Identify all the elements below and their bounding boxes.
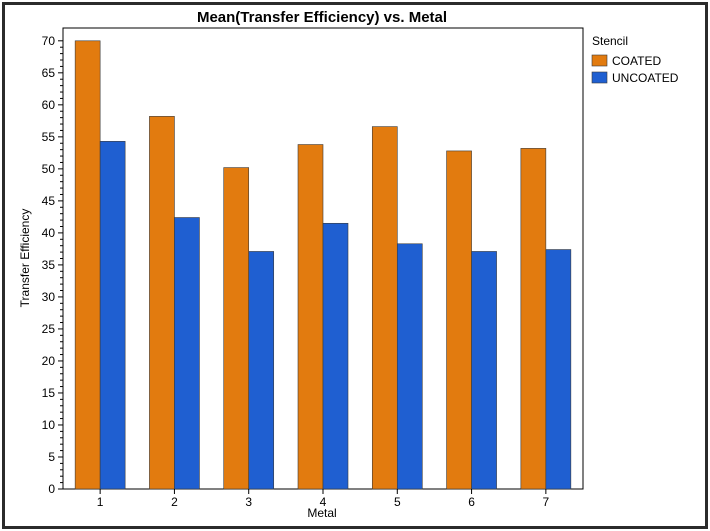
bar-uncoated-4: [322, 222, 349, 490]
y-tick-label: 35: [42, 258, 56, 272]
x-tick-label: 2: [171, 495, 178, 509]
bar-uncoated-5: [396, 243, 423, 490]
y-tick-label: 55: [42, 130, 56, 144]
x-tick-label: 5: [394, 495, 401, 509]
y-tick-label: 20: [42, 354, 56, 368]
bar-coated-1: [74, 40, 101, 490]
bar-coated-3: [223, 167, 250, 490]
y-axis-label: Transfer Efficiency: [18, 209, 32, 308]
bar-coated-2: [149, 116, 175, 490]
bar-uncoated-7: [545, 249, 572, 490]
legend-swatch-uncoated: [591, 71, 608, 84]
x-tick-label: 4: [320, 495, 327, 509]
legend-title: Stencil: [592, 34, 628, 48]
x-tick-label: 3: [245, 495, 252, 509]
bar-coated-7: [520, 148, 547, 490]
y-tick-label: 25: [42, 322, 56, 336]
legend-label-uncoated: UNCOATED: [612, 71, 679, 85]
y-tick-label: 5: [48, 450, 55, 464]
bar-uncoated-1: [99, 141, 126, 490]
y-tick-label: 65: [42, 66, 56, 80]
legend-label-coated: COATED: [612, 54, 661, 68]
legend-swatch-coated: [591, 54, 608, 67]
x-tick-label: 6: [468, 495, 475, 509]
y-tick-label: 10: [42, 418, 56, 432]
y-tick-label: 15: [42, 386, 56, 400]
y-tick-label: 50: [42, 162, 56, 176]
x-axis-label: Metal: [307, 506, 336, 520]
x-tick-label: 1: [97, 495, 104, 509]
bar-coated-4: [297, 144, 324, 490]
bar-uncoated-6: [471, 251, 497, 490]
bar-coated-6: [446, 150, 472, 490]
y-tick-label: 70: [42, 34, 56, 48]
bar-uncoated-2: [174, 217, 200, 490]
y-tick-label: 45: [42, 194, 56, 208]
x-tick-label: 7: [543, 495, 550, 509]
bar-uncoated-3: [248, 251, 275, 490]
y-tick-label: 0: [48, 482, 55, 496]
y-tick-label: 60: [42, 98, 56, 112]
y-tick-label: 30: [42, 290, 56, 304]
y-tick-label: 40: [42, 226, 56, 240]
bar-coated-5: [371, 126, 398, 490]
chart-title: Mean(Transfer Efficiency) vs. Metal: [197, 9, 447, 26]
legend: Stencil COATED UNCOATED: [591, 34, 679, 85]
